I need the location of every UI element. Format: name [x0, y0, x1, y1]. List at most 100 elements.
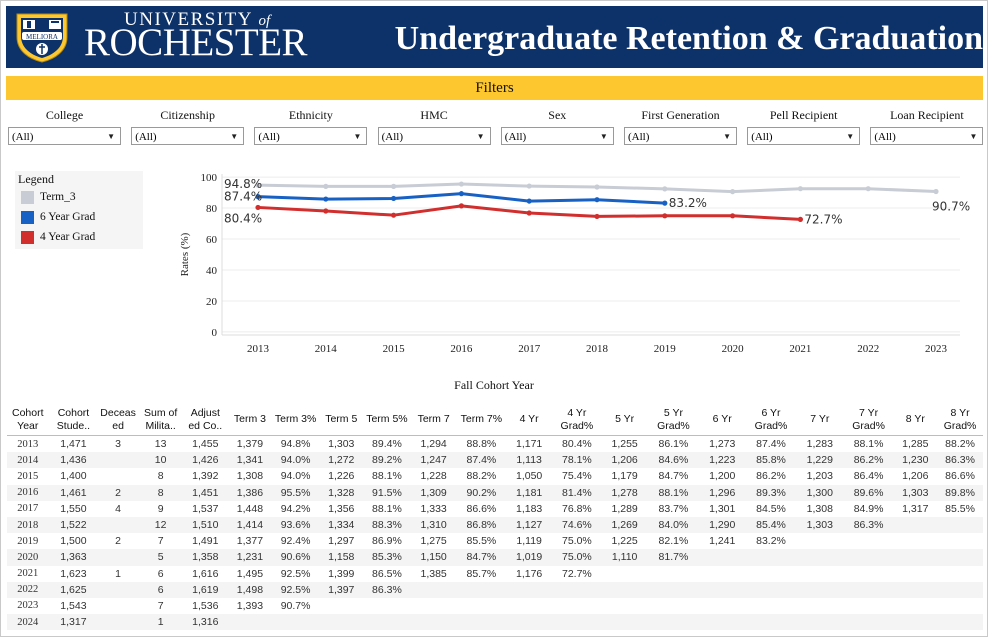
data-point [594, 197, 600, 203]
table-cell: 86.6% [466, 502, 497, 515]
column-header[interactable]: Term 5 [318, 404, 365, 436]
cohort-year-cell: 2019 [17, 535, 39, 547]
table-cell [893, 581, 938, 598]
table-cell: 1,181 [505, 484, 554, 501]
table-cell: 7 [157, 535, 164, 548]
table-cell: 1,377 [236, 535, 264, 548]
table-cell: 1,536 [192, 599, 219, 612]
column-header[interactable]: Term 7% [457, 404, 506, 436]
filter-dropdown[interactable]: (All) ▼ [500, 127, 614, 145]
column-header[interactable]: Term 3% [272, 404, 319, 436]
table-row: 2019 1,500 2 7 1,491 1,377 92.4% 1,297 86.9% 1,27… [7, 533, 983, 549]
table-cell: 1,625 [48, 581, 99, 598]
chart-svg: 0 20 40 60 80 100 2013 2014 2015 2016 2017 2018 2019… [179, 172, 970, 355]
table-cell [746, 581, 796, 598]
filter-dropdown[interactable]: (All) ▼ [131, 127, 245, 145]
table-cell: 1,510 [183, 516, 228, 534]
table-cell: 1,289 [611, 502, 638, 515]
table-cell: 1,150 [409, 549, 458, 566]
legend-item[interactable]: 4 Year Grad [21, 227, 143, 247]
x-tick-label: 2017 [518, 343, 541, 355]
filter-dropdown[interactable]: (All) ▼ [377, 127, 491, 145]
cohort-year-cell: 2023 [17, 600, 39, 612]
table-cell: 88.1% [372, 502, 402, 515]
column-header[interactable]: 4 Yr [505, 404, 554, 436]
column-header[interactable]: Sum of Milita.. [137, 404, 184, 436]
table-cell: 8 [157, 470, 164, 483]
table-cell [937, 566, 983, 582]
column-header[interactable]: Term 3 [227, 404, 273, 436]
filter-label: Sex [548, 108, 567, 122]
table-cell: 1,316 [183, 614, 228, 631]
column-header[interactable]: 6 Yr [698, 404, 747, 436]
table-cell: 83.7% [658, 502, 689, 515]
column-header[interactable]: Cohort Year [7, 404, 49, 436]
column-header[interactable]: 4 Yr Grad% [553, 404, 601, 436]
dropdown-arrow-icon[interactable]: ▼ [476, 132, 485, 141]
table-cell: 89.8% [937, 484, 983, 501]
column-header[interactable]: Term 5% [364, 404, 410, 436]
data-point [391, 212, 397, 218]
x-tick-label: 2018 [586, 343, 609, 355]
table-cell: 1,297 [328, 535, 355, 548]
filter-value: (All) [135, 131, 157, 143]
column-header[interactable]: 7 Yr [795, 404, 844, 436]
dropdown-arrow-icon[interactable]: ▼ [230, 132, 239, 141]
table-cell: 94.2% [280, 502, 311, 515]
table-row: 2018 1,522 12 1,510 1,414 93.6% 1,334 88.3% 1,31… [7, 516, 983, 534]
table-cell: 1,436 [48, 452, 99, 469]
table-cell [937, 614, 983, 631]
table-cell [796, 566, 844, 582]
table-cell [893, 516, 938, 534]
table-cell [937, 598, 983, 614]
table-cell: 1,623 [60, 567, 87, 580]
filter-dropdown[interactable]: (All) ▼ [747, 127, 861, 145]
table-cell [227, 614, 273, 631]
column-header[interactable]: 6 Yr Grad% [746, 404, 796, 436]
filter-label: Loan Recipient [890, 108, 964, 122]
column-header[interactable]: 8 Yr Grad% [937, 404, 983, 436]
table-row: 2016 1,461 2 8 1,451 1,386 95.5% 1,328 91.5% 1,30… [7, 484, 983, 501]
dropdown-arrow-icon[interactable]: ▼ [846, 132, 855, 141]
table-cell: 1,158 [318, 549, 365, 566]
table-cell: 72.7% [562, 567, 592, 580]
column-header[interactable]: 5 Yr Grad% [648, 404, 699, 436]
column-header[interactable]: 8 Yr [893, 404, 938, 436]
table-cell [844, 598, 894, 614]
table-cell: 1,247 [409, 452, 458, 469]
table-cell: 1,269 [600, 516, 649, 534]
column-header[interactable]: 5 Yr [600, 404, 649, 436]
table-cell [457, 581, 506, 598]
data-point [526, 183, 532, 189]
table-cell: 88.1% [648, 484, 699, 501]
column-header[interactable]: Term 7 [409, 404, 458, 436]
dropdown-arrow-icon[interactable]: ▼ [969, 132, 978, 141]
filter-dropdown[interactable]: (All) ▼ [254, 127, 368, 145]
data-label-first: 94.8% [224, 177, 262, 191]
dropdown-arrow-icon[interactable]: ▼ [107, 132, 115, 141]
column-header[interactable]: Adjust ed Co.. [183, 404, 228, 436]
legend-item[interactable]: 6 Year Grad [21, 207, 143, 227]
table-cell: 1,230 [893, 452, 938, 469]
dropdown-arrow-icon[interactable]: ▼ [353, 132, 362, 141]
table-cell: 1,113 [505, 452, 554, 469]
legend-label: 6 Year Grad [40, 211, 96, 223]
filter-dropdown[interactable]: (All) ▼ [8, 127, 121, 145]
table-cell: 1,393 [236, 599, 264, 612]
table-cell: 1,206 [600, 452, 649, 469]
column-header[interactable]: Cohort Stude.. [48, 404, 99, 436]
filter-dropdown[interactable]: (All) ▼ [624, 127, 737, 145]
dropdown-arrow-icon[interactable]: ▼ [723, 132, 731, 141]
filter-dropdown[interactable]: (All) ▼ [870, 127, 984, 145]
filter-value: (All) [751, 131, 773, 143]
data-label-last: 90.7% [932, 199, 970, 213]
column-header[interactable]: Deceas ed [98, 404, 138, 436]
column-header[interactable]: 7 Yr Grad% [843, 404, 894, 436]
filter-label: Ethnicity [288, 108, 333, 122]
table-cell: 1,110 [600, 549, 649, 566]
legend-item[interactable]: Term_3 [21, 187, 143, 207]
table-cell [937, 549, 983, 566]
logo-text: MELIORA [26, 33, 58, 41]
y-tick-label: 0 [212, 327, 218, 339]
dropdown-arrow-icon[interactable]: ▼ [599, 132, 608, 141]
